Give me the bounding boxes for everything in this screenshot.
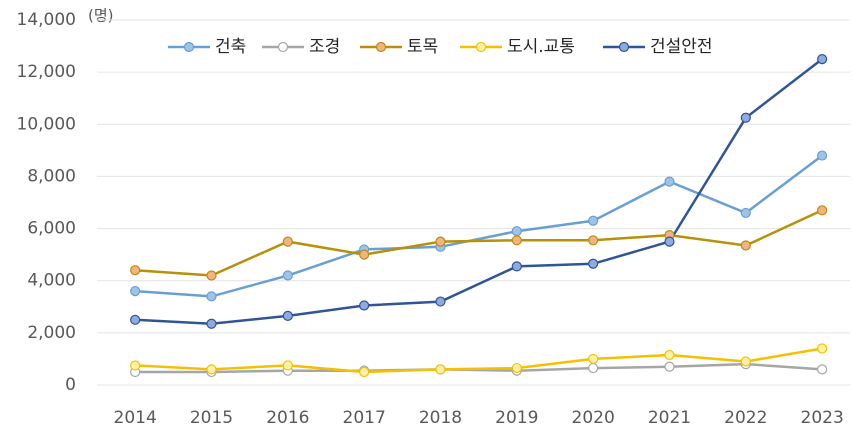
data-point	[817, 364, 828, 375]
y-tick-label: 4,000	[27, 271, 76, 291]
data-point	[740, 207, 751, 219]
legend-label: 조경	[309, 37, 340, 57]
series-line	[135, 362, 823, 374]
data-point	[130, 265, 141, 276]
data-point	[588, 215, 599, 226]
data-point	[435, 296, 446, 307]
unit-label: (명)	[88, 7, 114, 25]
data-point	[206, 270, 217, 281]
data-point	[817, 150, 828, 161]
data-point	[206, 291, 217, 302]
data-point	[282, 236, 293, 247]
data-point	[206, 364, 217, 375]
data-point	[664, 361, 675, 372]
data-point	[511, 362, 522, 374]
data-point	[588, 362, 599, 374]
series-line	[135, 154, 823, 298]
series-line	[135, 58, 823, 325]
data-point	[282, 270, 293, 281]
data-point	[282, 360, 293, 371]
y-tick-label: 6,000	[27, 219, 76, 239]
data-point	[511, 235, 522, 246]
legend-marker	[375, 41, 387, 53]
legend-marker	[475, 41, 487, 53]
x-tick-label: 2023	[801, 408, 844, 428]
data-point	[130, 314, 141, 325]
x-tick-label: 2020	[572, 408, 615, 428]
data-point	[588, 235, 599, 246]
data-point	[817, 54, 828, 65]
data-point	[282, 310, 293, 322]
data-point	[130, 286, 141, 297]
data-point	[740, 112, 751, 123]
data-point	[664, 349, 675, 361]
legend-label: 토목	[407, 37, 438, 57]
legend-label: 건축	[215, 37, 246, 57]
x-tick-label: 2017	[343, 408, 386, 428]
series-line	[135, 209, 823, 277]
y-tick-label: 10,000	[17, 114, 76, 134]
data-point	[817, 205, 828, 216]
y-tick-label: 2,000	[27, 323, 76, 343]
data-point	[435, 364, 446, 375]
y-tick-label: 12,000	[17, 62, 76, 82]
x-tick-label: 2014	[114, 408, 157, 428]
legend-label: 건설안전	[650, 37, 713, 57]
data-point	[588, 258, 599, 269]
data-point	[359, 249, 370, 260]
y-tick-label: 14,000	[17, 10, 76, 30]
data-point	[359, 366, 370, 378]
data-point	[206, 318, 217, 329]
x-tick-label: 2015	[190, 408, 233, 428]
x-tick-label: 2021	[648, 408, 691, 428]
x-tick-label: 2019	[495, 408, 538, 428]
x-tick-label: 2016	[266, 408, 309, 428]
data-point	[664, 176, 675, 187]
legend-label: 도시.교통	[507, 37, 575, 57]
legend-marker	[277, 41, 289, 53]
x-tick-label: 2022	[724, 408, 767, 428]
x-tick-label: 2018	[419, 408, 462, 428]
y-tick-label: 8,000	[27, 166, 76, 186]
data-point	[511, 226, 522, 237]
data-point	[740, 240, 751, 251]
legend-marker	[183, 41, 195, 53]
data-point	[435, 236, 446, 247]
data-point	[588, 353, 599, 365]
data-point	[359, 300, 370, 311]
legend-marker	[618, 41, 630, 53]
y-tick-label: 0	[65, 375, 76, 395]
data-point	[817, 343, 828, 354]
data-point	[511, 261, 522, 272]
data-point	[740, 356, 751, 367]
series-line	[135, 347, 823, 374]
data-point	[664, 236, 675, 247]
data-point	[130, 360, 141, 371]
